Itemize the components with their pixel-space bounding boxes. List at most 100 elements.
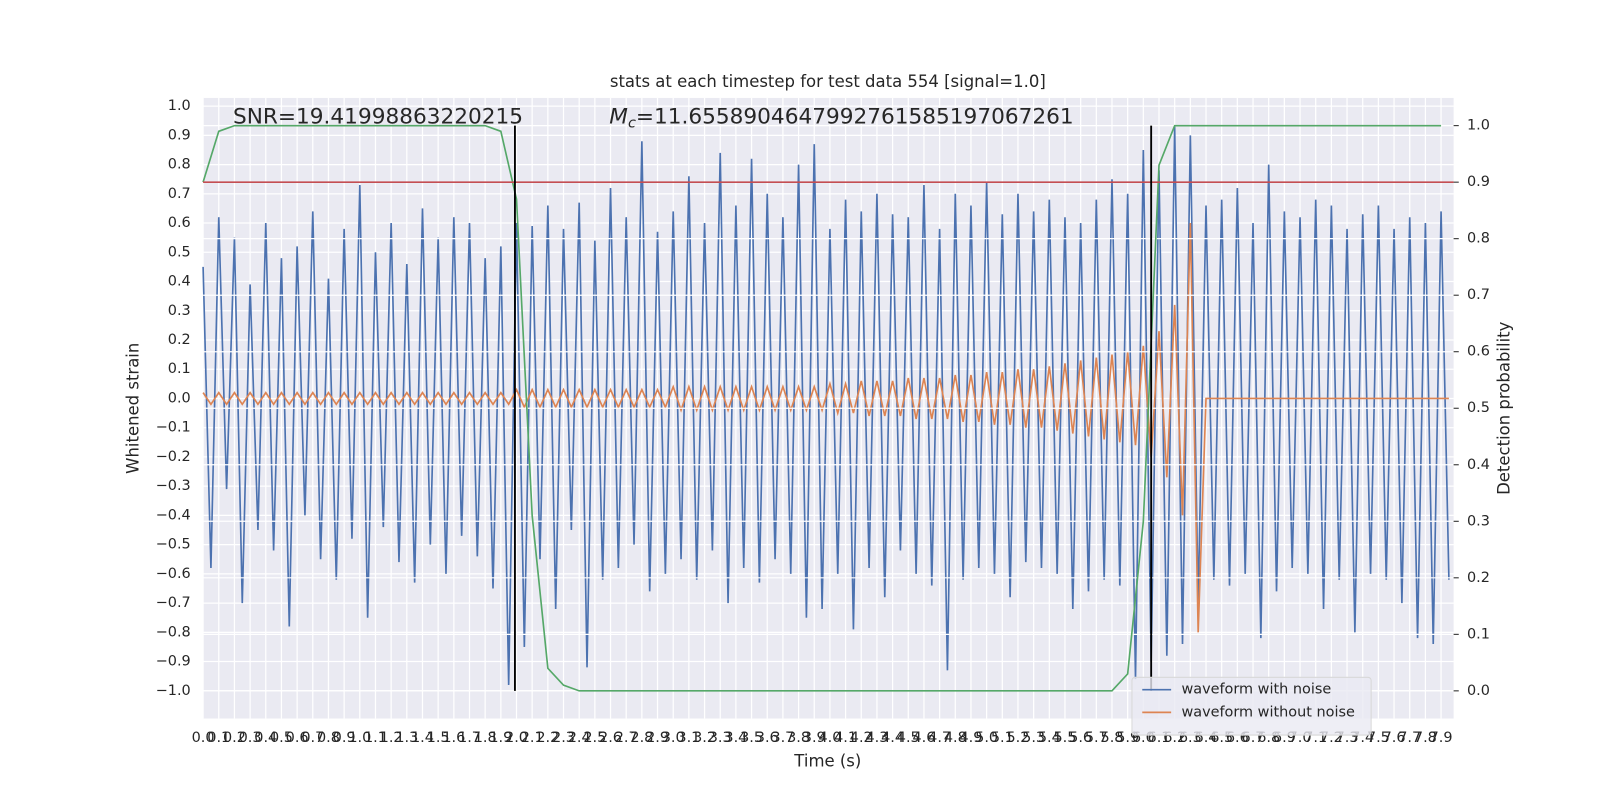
y-tick-label: 0.2: [168, 332, 191, 348]
x-tick-label: 3.6: [756, 730, 779, 746]
x-tick-label: 0.9: [333, 730, 356, 746]
x-tick-label: 3.7: [771, 730, 794, 746]
x-tick-label: 2.1: [521, 730, 544, 746]
x-tick-label: 0.4: [254, 730, 277, 746]
mc-subscript: c: [628, 116, 636, 132]
x-tick-label: 1.6: [442, 730, 465, 746]
x-tick-label: 1.4: [411, 730, 434, 746]
x-tick-label: 2.8: [630, 730, 653, 746]
x-tick-label: 1.7: [458, 730, 481, 746]
x-tick-label: 0.0: [192, 730, 215, 746]
x-tick-label: 3.5: [740, 730, 763, 746]
x-tick-label: 5.7: [1085, 730, 1108, 746]
x-tick-label: 4.6: [912, 730, 935, 746]
x-tick-label: 3.9: [803, 730, 826, 746]
x-tick-label: 0.3: [239, 730, 262, 746]
x-tick-label: 1.0: [348, 730, 371, 746]
x-tick-label: 4.3: [865, 730, 888, 746]
x-tick-label: 1.2: [380, 730, 403, 746]
legend-label: waveform without noise: [1181, 704, 1355, 720]
y2-tick-label: 0.0: [1467, 683, 1490, 699]
y-tick-label: 0.6: [168, 215, 191, 231]
x-tick-label: 5.3: [1022, 730, 1045, 746]
y2-axis-label: Detection probability: [1495, 321, 1514, 495]
x-tick-label: 2.9: [646, 730, 669, 746]
y-tick-label: 0.7: [168, 186, 191, 202]
y-axis-label: Whitened strain: [124, 343, 143, 474]
y-tick-label: 0.4: [168, 274, 191, 290]
x-tick-label: 7.8: [1414, 730, 1437, 746]
y-tick-label: −0.6: [156, 566, 191, 582]
x-tick-label: 4.0: [818, 730, 841, 746]
x-tick-label: 4.8: [944, 730, 967, 746]
mc-annotation: Mc=11.6558904647992761585197067261: [609, 105, 1073, 132]
y-tick-label: −0.8: [156, 624, 191, 640]
x-tick-label: 0.5: [270, 730, 293, 746]
y-tick-label: −0.7: [156, 595, 191, 611]
y2-tick-label: 0.8: [1467, 231, 1490, 247]
series-line: [202, 223, 1449, 633]
y-tick-label: 0.9: [168, 127, 191, 143]
x-tick-label: 2.6: [599, 730, 622, 746]
y-tick-label: 0.8: [168, 157, 191, 173]
y2-tick-label: 0.7: [1467, 287, 1490, 303]
x-tick-label: 1.8: [474, 730, 497, 746]
x-tick-label: 5.6: [1069, 730, 1092, 746]
x-tick-label: 2.3: [552, 730, 575, 746]
y-tick-label: −0.2: [156, 449, 191, 465]
y-tick-label: 0.0: [168, 390, 191, 406]
x-tick-label: 5.1: [991, 730, 1014, 746]
y-tick-label: −1.0: [156, 683, 191, 699]
x-tick-label: 4.4: [881, 730, 904, 746]
annotation: SNR=19.41998863220215: [233, 105, 523, 130]
x-tick-label: 3.0: [662, 730, 685, 746]
legend-label: waveform with noise: [1181, 682, 1331, 698]
y-tick-label: 0.1: [168, 361, 191, 377]
x-tick-label: 3.3: [709, 730, 732, 746]
x-tick-label: 2.2: [536, 730, 559, 746]
x-tick-label: 3.8: [787, 730, 810, 746]
x-tick-label: 5.0: [975, 730, 998, 746]
mc-symbol: M: [609, 105, 628, 130]
x-tick-label: 2.0: [505, 730, 528, 746]
x-tick-label: 7.7: [1398, 730, 1421, 746]
x-tick-label: 1.1: [364, 730, 387, 746]
y2-tick-label: 0.3: [1467, 513, 1490, 529]
x-tick-label: 1.9: [489, 730, 512, 746]
x-tick-label: 1.5: [427, 730, 450, 746]
x-tick-label: 4.7: [928, 730, 951, 746]
x-tick-label: 7.9: [1430, 730, 1453, 746]
y-tick-label: −0.5: [156, 537, 191, 553]
y-tick-label: −0.4: [156, 507, 191, 523]
x-tick-label: 4.9: [959, 730, 982, 746]
legend-box: [1131, 676, 1372, 736]
y-tick-label: −0.1: [156, 420, 191, 436]
x-tick-label: 3.2: [693, 730, 716, 746]
x-tick-label: 0.6: [286, 730, 309, 746]
y-tick-label: 0.3: [168, 303, 191, 319]
x-tick-label: 5.4: [1038, 730, 1061, 746]
x-tick-label: 3.4: [724, 730, 747, 746]
y-tick-label: −0.9: [156, 654, 191, 670]
x-axis-label: Time (s): [793, 751, 861, 770]
x-tick-label: 5.5: [1054, 730, 1077, 746]
x-tick-label: 1.3: [395, 730, 418, 746]
series-line: [202, 124, 1442, 692]
y2-tick-label: 1.0: [1467, 118, 1490, 134]
y2-tick-label: 0.1: [1467, 626, 1490, 642]
x-tick-label: 4.2: [850, 730, 873, 746]
series-line: [202, 126, 1450, 685]
y-tick-label: 1.0: [168, 98, 191, 114]
x-tick-label: 0.2: [223, 730, 246, 746]
x-tick-label: 4.5: [897, 730, 920, 746]
y-tick-label: 0.5: [168, 244, 191, 260]
x-tick-label: 5.2: [1006, 730, 1029, 746]
y2-tick-label: 0.4: [1467, 457, 1490, 473]
x-tick-label: 7.6: [1383, 730, 1406, 746]
chart-title: stats at each timestep for test data 554…: [610, 72, 1046, 91]
y2-tick-label: 0.9: [1467, 174, 1490, 190]
x-tick-label: 0.1: [207, 730, 230, 746]
x-tick-label: 3.1: [677, 730, 700, 746]
x-tick-label: 7.5: [1367, 730, 1390, 746]
